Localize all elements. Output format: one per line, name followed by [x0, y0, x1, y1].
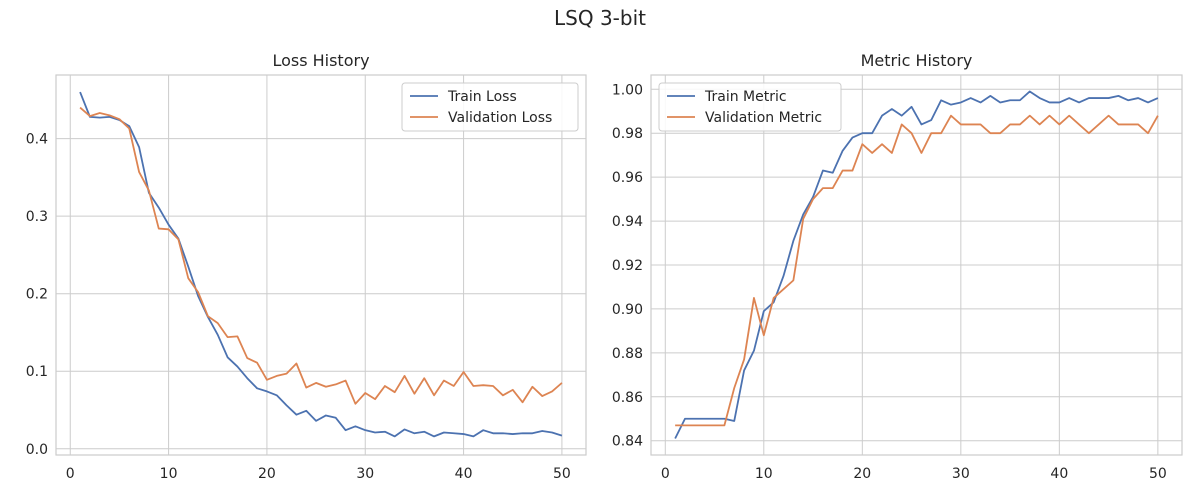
y-tick-label: 0.0 — [26, 442, 48, 458]
chart-title: Loss History — [272, 51, 369, 70]
y-tick-label: 1.00 — [612, 82, 643, 98]
y-tick-label: 0.98 — [612, 126, 643, 142]
y-tick-label: 0.86 — [612, 390, 643, 406]
chart-title: Metric History — [861, 51, 973, 70]
legend-label-train-metric: Train Metric — [704, 89, 787, 105]
x-tick-label: 40 — [455, 466, 473, 482]
y-tick-label: 0.88 — [612, 346, 643, 362]
series-line-train-loss — [79, 91, 563, 438]
x-tick-label: 50 — [553, 466, 571, 482]
legend: Train Metric Validation Metric — [658, 82, 842, 132]
x-tick-label: 0 — [661, 466, 670, 482]
series-line-train-metric — [674, 90, 1159, 439]
legend: Train Loss Validation Loss — [401, 82, 579, 132]
series-line-validation-metric — [675, 114, 1159, 427]
y-tick-label: 0.90 — [612, 302, 643, 318]
plot-frame — [55, 74, 587, 456]
x-tick-label: 0 — [66, 466, 75, 482]
legend-label-validation-loss: Validation Loss — [448, 110, 552, 126]
y-tick-label: 0.3 — [26, 209, 48, 225]
y-tick-label: 0.96 — [612, 170, 643, 186]
x-tick-label: 40 — [1050, 466, 1068, 482]
y-tick-label: 0.2 — [26, 287, 48, 303]
gridlines — [56, 75, 586, 455]
gridlines — [651, 75, 1182, 455]
x-tick-label: 30 — [356, 466, 374, 482]
y-tick-label: 0.92 — [612, 258, 643, 274]
x-tick-label: 10 — [755, 466, 773, 482]
x-tick-label: 20 — [258, 466, 276, 482]
x-tick-label: 10 — [160, 466, 178, 482]
y-tick-label: 0.84 — [612, 434, 643, 450]
y-tick-label: 0.4 — [26, 132, 48, 148]
plot-frame — [650, 74, 1183, 456]
x-tick-label: 30 — [952, 466, 970, 482]
x-tick-label: 20 — [853, 466, 871, 482]
y-tick-label: 0.1 — [26, 364, 48, 380]
figure-title: LSQ 3-bit — [554, 6, 646, 30]
x-tick-label: 50 — [1149, 466, 1167, 482]
legend-frame — [401, 82, 579, 132]
series-line-validation-loss — [79, 106, 563, 405]
y-tick-label: 0.94 — [612, 214, 643, 230]
legend-label-validation-metric: Validation Metric — [705, 110, 822, 126]
legend-frame — [658, 82, 842, 132]
legend-label-train-loss: Train Loss — [447, 89, 517, 105]
